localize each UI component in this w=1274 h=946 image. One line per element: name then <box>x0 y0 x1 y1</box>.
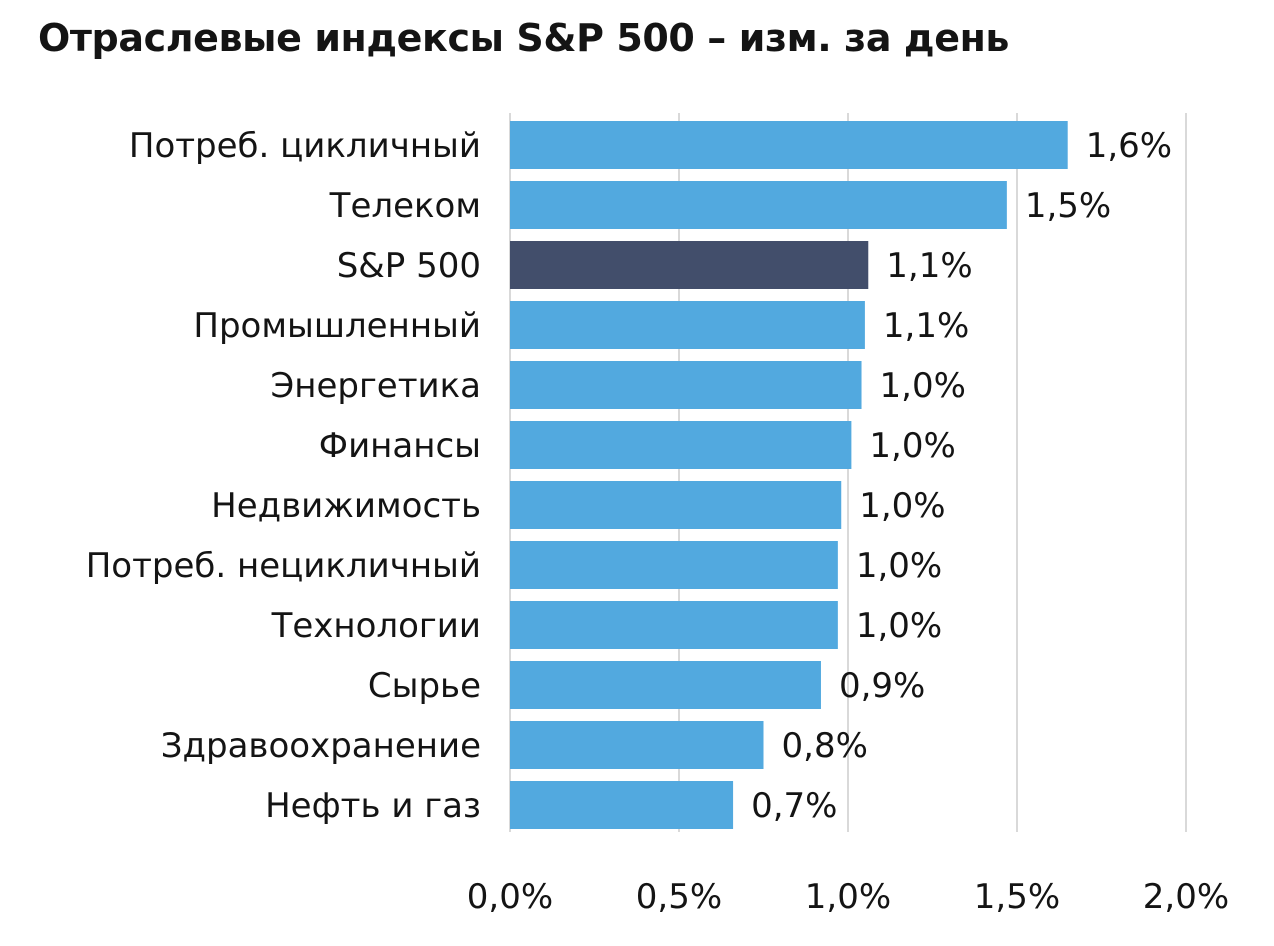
bar <box>510 121 1068 169</box>
chart-title: Отраслевые индексы S&P 500 – изм. за ден… <box>38 16 1010 60</box>
bar <box>510 661 821 709</box>
value-label: 1,0% <box>880 366 966 406</box>
value-label: 0,9% <box>839 666 925 706</box>
category-label: Промышленный <box>193 306 481 346</box>
category-label: Здравоохранение <box>161 726 481 766</box>
category-label: Недвижимость <box>211 486 481 526</box>
category-label: Нефть и газ <box>265 786 481 826</box>
category-labels: Потреб. цикличный Телеком S&P 500 Промышлен… <box>86 126 481 826</box>
value-labels: 1,6% 1,5% 1,1% 1,1% 1,0% 1,0% 1,0% 1,0% 1,0% 0,9%… <box>751 126 1172 826</box>
bar <box>510 601 838 649</box>
bar <box>510 781 734 829</box>
x-tick-label: 0,5% <box>636 877 722 917</box>
bar <box>510 541 838 589</box>
bar <box>510 481 842 529</box>
bars <box>510 121 1068 829</box>
x-tick-label: 1,0% <box>805 877 891 917</box>
category-label: Потреб. нецикличный <box>86 546 481 586</box>
x-tick-label: 2,0% <box>1143 877 1229 917</box>
value-label: 1,0% <box>859 486 945 526</box>
category-label: Энергетика <box>270 366 481 406</box>
value-label: 1,1% <box>886 246 972 286</box>
value-label: 1,1% <box>883 306 969 346</box>
bar-highlight <box>510 241 869 289</box>
value-label: 1,5% <box>1025 186 1111 226</box>
bar <box>510 421 852 469</box>
category-label: Сырье <box>368 666 481 706</box>
bar <box>510 361 862 409</box>
x-tick-label: 0,0% <box>467 877 553 917</box>
bar <box>510 721 764 769</box>
value-label: 1,0% <box>856 546 942 586</box>
bar <box>510 301 865 349</box>
x-axis-tick-labels: 0,0% 0,5% 1,0% 1,5% 2,0% <box>467 877 1229 917</box>
bar <box>510 181 1007 229</box>
category-label: Финансы <box>319 426 481 466</box>
value-label: 0,7% <box>751 786 837 826</box>
value-label: 1,0% <box>856 606 942 646</box>
x-tick-label: 1,5% <box>974 877 1060 917</box>
category-label: Телеком <box>329 186 481 226</box>
grid-lines <box>509 113 1187 832</box>
value-label: 0,8% <box>782 726 868 766</box>
category-label: S&P 500 <box>337 246 481 286</box>
category-label: Потреб. цикличный <box>129 126 481 166</box>
category-label: Технологии <box>271 606 481 646</box>
value-label: 1,0% <box>869 426 955 466</box>
value-label: 1,6% <box>1086 126 1172 166</box>
